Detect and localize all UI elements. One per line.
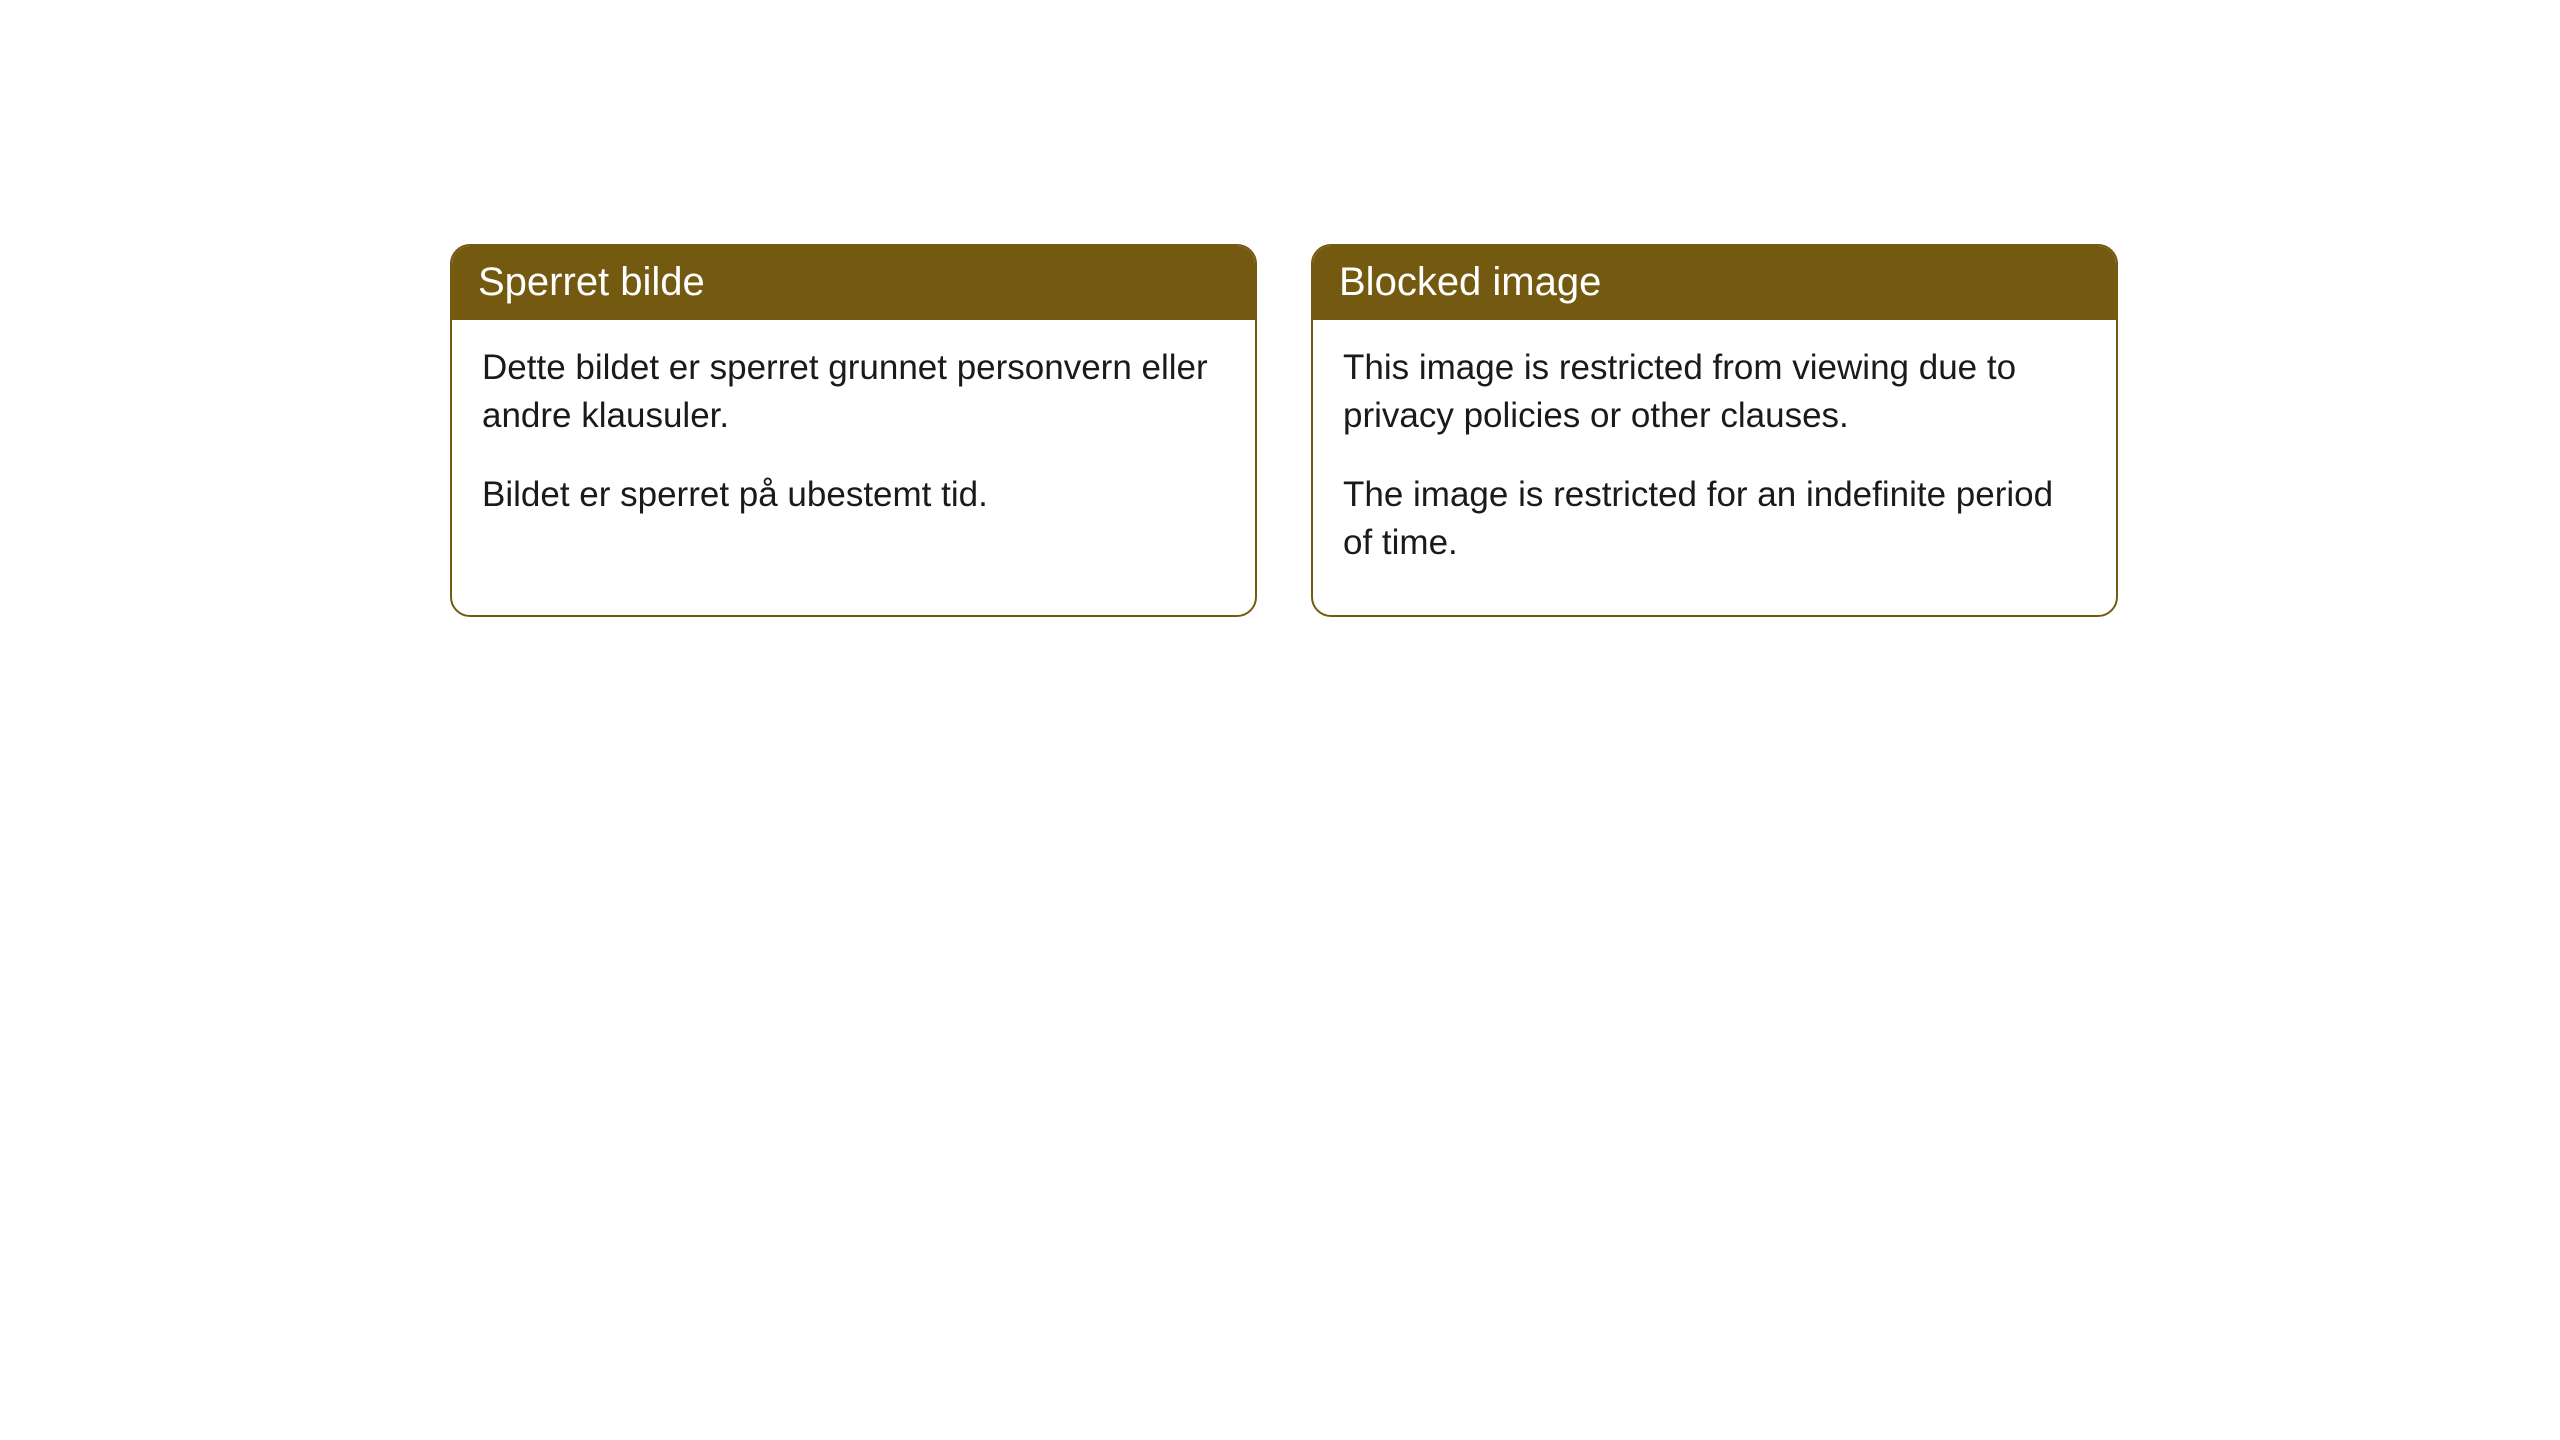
card-title-no: Sperret bilde	[452, 246, 1255, 320]
card-paragraph-1-en: This image is restricted from viewing du…	[1343, 344, 2086, 441]
card-paragraph-2-no: Bildet er sperret på ubestemt tid.	[482, 471, 1225, 519]
card-body-no: Dette bildet er sperret grunnet personve…	[452, 320, 1255, 567]
card-container: Sperret bilde Dette bildet er sperret gr…	[0, 0, 2560, 617]
card-paragraph-2-en: The image is restricted for an indefinit…	[1343, 471, 2086, 568]
blocked-image-card-en: Blocked image This image is restricted f…	[1311, 244, 2118, 617]
blocked-image-card-no: Sperret bilde Dette bildet er sperret gr…	[450, 244, 1257, 617]
card-title-en: Blocked image	[1313, 246, 2116, 320]
card-body-en: This image is restricted from viewing du…	[1313, 320, 2116, 615]
card-paragraph-1-no: Dette bildet er sperret grunnet personve…	[482, 344, 1225, 441]
